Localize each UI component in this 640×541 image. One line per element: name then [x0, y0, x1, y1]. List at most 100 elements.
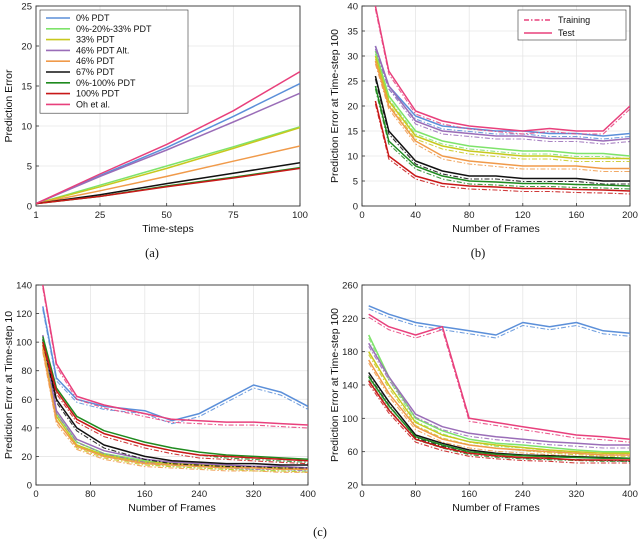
- chart-c1-series-46-pdt: [42, 349, 308, 471]
- chart-a-series-100-pdt: [36, 167, 300, 205]
- chart-a-legend-label-0-100-pdt: 0%-100% PDT: [76, 78, 136, 88]
- chart-b-series-0-20-33-pdt-training: [374, 53, 630, 160]
- chart-b-series-oh-et-al-training: [374, 8, 630, 135]
- chart-c1-series-67-pdt: [42, 339, 308, 466]
- chart-c1-series-0-20-33-pdt-training: [42, 344, 308, 472]
- chart-b-series-group: [374, 6, 630, 195]
- chart-c2-series-0-pdt: [368, 305, 630, 336]
- chart-a-xtick-label-0: 1: [33, 210, 38, 221]
- chart-c2-ytick-label-4: 180: [342, 347, 358, 358]
- chart-b-xtick-label-4: 160: [568, 210, 584, 221]
- chart-a-ylabel: Prediction Error: [3, 69, 15, 142]
- chart-c2-series-oh-et-al: [368, 313, 630, 440]
- chart-b-series-0-pdt-training: [374, 48, 630, 140]
- chart-c2-xtick-label-2: 160: [461, 489, 477, 500]
- chart-b-xlabel: Number of Frames: [452, 223, 540, 235]
- chart-b-ytick-label-1: 5: [353, 177, 358, 188]
- chart-c1-ytick-label-0: 0: [27, 481, 32, 492]
- chart-c1-series-0-pdt-training: [42, 309, 308, 425]
- chart-a-series-67-pdt: [36, 162, 300, 205]
- chart-a-ytick-label-0: 0: [27, 202, 32, 213]
- chart-b-xtick-label-5: 200: [622, 210, 638, 221]
- chart-a-legend-label-46-pdt: 46% PDT: [76, 56, 115, 66]
- chart-c2-ytick-label-2: 100: [342, 414, 358, 425]
- chart-b-xtick-label-1: 40: [410, 210, 421, 221]
- chart-a-ytick-label-5: 25: [21, 2, 32, 13]
- chart-b-ytick-label-8: 40: [347, 2, 358, 13]
- chart-b-series-67-pdt: [374, 75, 630, 182]
- chart-c1-ytick-label-3: 60: [21, 395, 32, 406]
- chart-b-ylabel: Prediction Error at Time-step 100: [329, 29, 341, 183]
- chart-a-legend-label-0-20-33-pdt: 0%-20%-33% PDT: [76, 24, 152, 34]
- chart-a-xtick-label-4: 100: [292, 210, 308, 221]
- chart-c1-ytick-label-1: 20: [21, 452, 32, 463]
- chart-a-ytick-label-1: 5: [27, 162, 32, 173]
- chart-b-ytick-label-0: 0: [353, 202, 358, 213]
- chart-c2-ytick-label-6: 260: [342, 281, 358, 292]
- chart-b-ytick-label-7: 35: [347, 27, 358, 38]
- caption-c: (c): [313, 525, 327, 539]
- chart-a-legend-label-46-pdt-alt: 46% PDT Alt.: [76, 45, 129, 55]
- panel-c-left-plot: 0 80 160 240 320 400 0 20 40 60 80 100 120 140 Number …: [3, 281, 316, 515]
- chart-a-series-0-20-33-pdt: [36, 126, 300, 205]
- chart-b-series-46-pdt-alt-training: [374, 48, 630, 145]
- chart-a-series-33-pdt: [36, 126, 300, 205]
- chart-c1-xtick-label-1: 80: [85, 489, 96, 500]
- chart-c1-frame: [35, 284, 309, 486]
- chart-c2-xtick-label-3: 240: [515, 489, 531, 500]
- chart-b-ytick-label-4: 20: [347, 102, 358, 113]
- chart-b-series-0-100-pdt: [374, 85, 630, 187]
- chart-a-ytick-label-2: 10: [21, 122, 32, 133]
- panel-c-right-plot: 0 80 160 240 320 400 20 60 100 140 180 220 260 Number…: [329, 281, 638, 515]
- chart-c1-xlabel: Number of Frames: [128, 502, 216, 514]
- chart-b-series-0-100-pdt-training: [374, 88, 630, 190]
- chart-b-series-46-pdt-alt: [374, 45, 630, 142]
- chart-c2-series-100-pdt: [368, 380, 630, 461]
- chart-b-series-46-pdt-training: [374, 63, 630, 173]
- chart-a-ytick-label-3: 15: [21, 82, 32, 93]
- chart-c2-ytick-label-3: 140: [342, 381, 358, 392]
- chart-c1-ytick-label-5: 100: [16, 338, 32, 349]
- chart-a-series-46-pdt-alt: [36, 92, 300, 205]
- chart-b-legend-box: [517, 9, 627, 41]
- chart-c2-ytick-label-1: 60: [347, 447, 358, 458]
- chart-c2-series-0-pdt-training: [368, 308, 630, 339]
- chart-b-ytick-label-2: 10: [347, 152, 358, 163]
- chart-b-series-100-pdt-training: [374, 103, 630, 195]
- chart-b-ytick-label-3: 15: [347, 127, 358, 138]
- chart-c2-series-0-100-pdt-training: [368, 379, 630, 462]
- chart-a-xtick-label-2: 50: [161, 210, 172, 221]
- chart-a-series-46-pdt: [36, 145, 300, 205]
- chart-c1-ytick-label-2: 40: [21, 423, 32, 434]
- chart-b-series-100-pdt: [374, 100, 630, 192]
- chart-c1-xtick-label-5: 400: [300, 489, 316, 500]
- chart-b-legend-label-training: Training: [558, 15, 590, 25]
- chart-c2-series-0-20-33-pdt: [368, 334, 630, 453]
- chart-c1-series-46-pdt-training: [42, 352, 308, 473]
- chart-a-legend-label-67-pdt: 67% PDT: [76, 67, 115, 77]
- chart-c2-xtick-label-0: 0: [359, 489, 364, 500]
- chart-c1-series-46-pdt-alt: [42, 334, 308, 469]
- chart-c2-series-0-100-pdt: [368, 376, 630, 460]
- chart-c1-series-0-pdt: [42, 306, 308, 422]
- chart-c2-series-46-pdt-alt: [368, 342, 630, 446]
- chart-b-xtick-label-2: 80: [464, 210, 475, 221]
- chart-c1-series-oh-et-al-training: [42, 287, 308, 429]
- chart-b-series-33-pdt-training: [374, 58, 630, 163]
- chart-b-series-oh-et-al: [374, 6, 630, 132]
- chart-c1-xtick-label-4: 320: [246, 489, 262, 500]
- chart-b-ytick-label-6: 30: [347, 52, 358, 63]
- chart-c2-series-33-pdt: [368, 351, 630, 455]
- caption-a: (a): [145, 246, 159, 260]
- chart-c1-series-0-100-pdt: [42, 336, 308, 461]
- chart-c2-xlabel: Number of Frames: [452, 502, 540, 514]
- chart-b-xtick-label-0: 0: [359, 210, 364, 221]
- chart-c1-ytick-label-4: 80: [21, 366, 32, 377]
- chart-b-series-46-pdt: [374, 60, 630, 170]
- chart-a-xtick-label-3: 75: [228, 210, 239, 221]
- chart-b-series-0-20-33-pdt: [374, 50, 630, 157]
- chart-a-xtick-label-1: 25: [95, 210, 106, 221]
- chart-c1-series-100-pdt: [42, 341, 308, 462]
- chart-b-xtick-label-3: 120: [515, 210, 531, 221]
